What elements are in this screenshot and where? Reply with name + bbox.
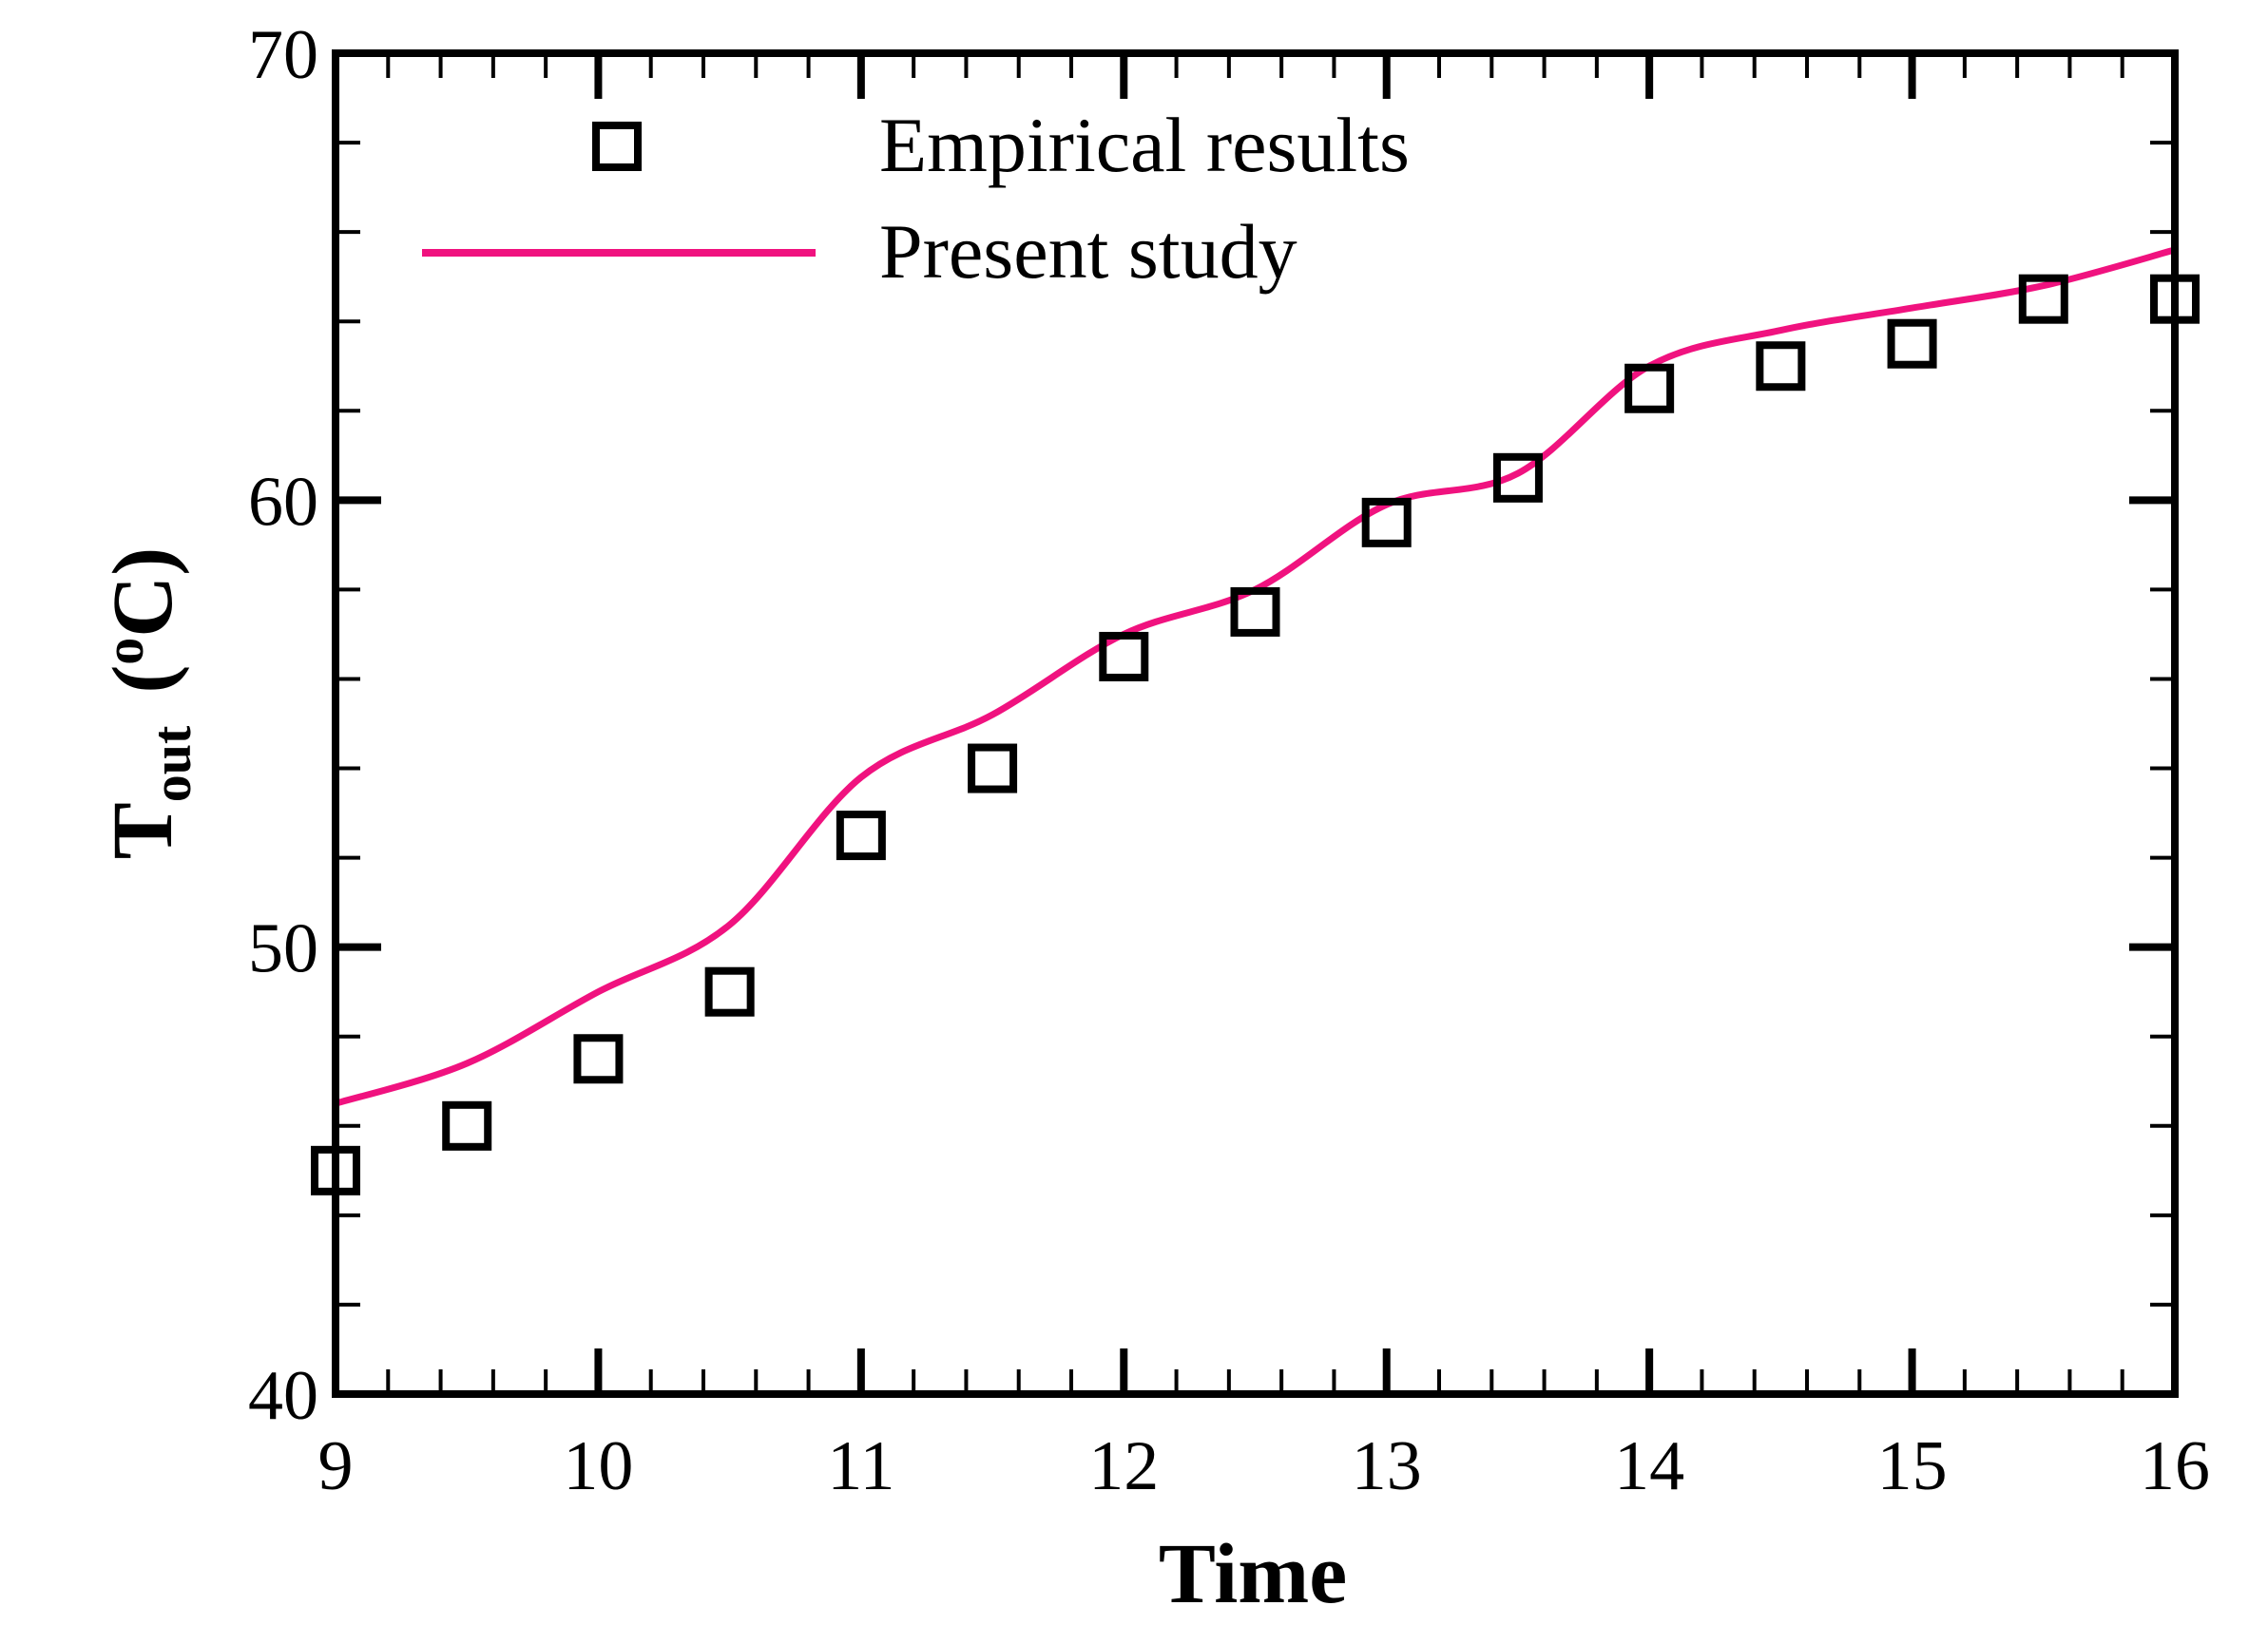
data-point-empirical	[1361, 497, 1412, 547]
data-point-empirical	[1624, 363, 1675, 413]
y-tick-label: 70	[248, 16, 318, 94]
y-axis-title-unit: (	[96, 665, 190, 694]
data-point-empirical	[1492, 452, 1543, 503]
data-point-empirical	[442, 1100, 492, 1151]
data-point-empirical	[1756, 341, 1806, 392]
data-point-empirical	[704, 966, 755, 1017]
plot-series	[311, 246, 2200, 1195]
legend-label-empirical: Empirical results	[879, 102, 1410, 188]
data-point-empirical	[968, 743, 1018, 793]
y-axis-title: Tout (oC)	[93, 547, 202, 860]
x-tick-label: 9	[318, 1427, 354, 1505]
y-axis-title-main: T	[96, 802, 190, 859]
y-axis-title-unit-degree: o	[93, 638, 155, 665]
x-tick-label: 12	[1088, 1427, 1159, 1505]
data-point-empirical	[1099, 631, 1149, 681]
data-point-empirical	[1230, 586, 1280, 637]
data-point-empirical	[573, 1034, 624, 1084]
x-tick-label: 10	[563, 1427, 633, 1505]
x-tick-label: 16	[2140, 1427, 2210, 1505]
legend-label-present: Present study	[879, 208, 1297, 295]
x-axis-title: Time	[1159, 1527, 1347, 1621]
y-tick-label: 50	[248, 910, 318, 988]
y-axis-title-unit-letter: C)	[96, 547, 190, 638]
y-tick-label: 60	[248, 463, 318, 541]
data-point-empirical	[2018, 274, 2068, 324]
data-point-empirical	[1887, 318, 1937, 369]
x-tick-label: 15	[1877, 1427, 1948, 1505]
svg-text:Tout(oC): Tout (oC)	[93, 547, 202, 860]
plot-frame	[332, 49, 2179, 1398]
x-tick-label: 14	[1614, 1427, 1684, 1505]
x-tick-label: 13	[1352, 1427, 1422, 1505]
series-line-present-study	[334, 246, 2176, 1107]
legend-marker-empirical	[592, 122, 642, 171]
y-tick-label: 40	[248, 1357, 318, 1435]
legend: Empirical results Present study	[422, 102, 1410, 295]
tick-labels: 9 10 11 12 13 14 15 16 40 50 60 70	[248, 16, 2210, 1505]
y-axis-title-subscript: out	[141, 725, 202, 802]
data-point-empirical	[836, 811, 886, 861]
x-tick-label: 11	[827, 1427, 894, 1505]
